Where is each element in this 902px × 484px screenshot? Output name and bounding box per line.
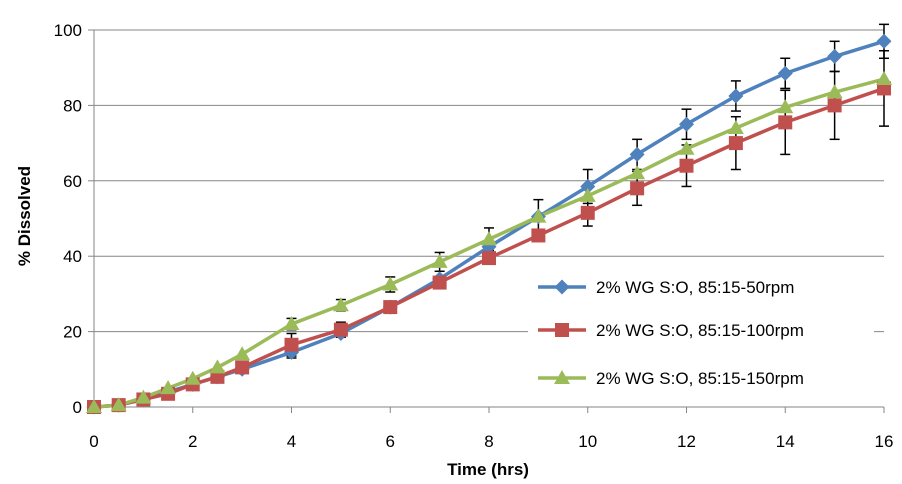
data-point-s2-p8 [332,297,349,312]
data-point-s1-p11 [482,251,496,266]
x-tick-label-0: 0 [89,432,98,451]
y-tick-label-3: 60 [63,172,82,191]
data-point-s2-p18 [826,84,843,99]
data-point-s1-p6 [235,360,250,375]
data-point-s1-p16 [728,136,743,151]
data-point-s2-p11 [481,231,497,246]
legend-marker-0 [554,279,570,295]
data-point-s1-p18 [827,98,842,113]
data-point-s1-p9 [383,300,398,315]
data-point-s0-p14 [629,146,645,162]
series-line-2 [93,77,885,409]
data-point-s2-p5 [209,359,226,374]
y-tick-labels: 0 20 40 60 80 100 [54,21,82,417]
x-tick-labels: 0 2 4 6 8 10 12 14 16 [89,432,893,451]
data-point-s2-p1 [110,397,127,412]
data-point-s2-p7 [283,316,300,331]
y-tick-label-4: 80 [63,96,82,115]
y-axis-title: % Dissolved [15,166,34,266]
legend: 2% WG S:O, 85:15-50rpm 2% WG S:O, 85:15-1… [528,267,874,398]
x-tick-label-5: 10 [578,432,597,451]
x-tick-label-3: 6 [386,432,395,451]
legend-marker-2 [554,370,570,384]
x-tick-label-2: 4 [287,432,296,451]
y-tick-label-0: 0 [73,398,82,417]
data-point-s2-p13 [579,187,596,202]
y-tick-label-2: 40 [63,247,82,266]
legend-marker-1 [555,323,569,337]
data-point-s2-p19 [876,71,892,86]
data-point-s2-p3 [160,380,177,395]
x-tick-label-4: 8 [484,432,493,451]
data-point-s2-p9 [382,276,399,291]
y-tick-label-5: 100 [54,21,82,40]
data-point-s0-p17 [777,65,793,81]
data-point-s1-p15 [679,158,694,173]
data-point-s1-p17 [778,115,793,130]
data-point-s2-p15 [678,140,695,155]
data-point-s1-p10 [432,275,447,290]
y-tick-label-1: 20 [63,323,82,342]
data-point-s2-p17 [777,99,794,114]
x-tick-label-7: 14 [776,432,795,451]
series-markers [86,33,892,415]
data-point-s0-p13 [580,178,596,194]
data-point-s0-p18 [827,48,843,64]
data-point-s1-p13 [580,205,595,220]
legend-label-0: 2% WG S:O, 85:15-50rpm [596,278,794,297]
data-point-s1-p12 [531,228,546,243]
data-point-s1-p7 [284,337,299,352]
data-point-s2-p16 [727,120,744,135]
data-point-s2-p12 [530,208,547,223]
data-point-s1-p8 [333,322,348,337]
x-axis-title: Time (hrs) [447,460,529,479]
x-tick-label-1: 2 [188,432,197,451]
data-point-s0-p19 [876,33,892,49]
data-point-s2-p6 [234,346,251,361]
data-point-s0-p15 [679,116,694,132]
data-point-s2-p2 [135,389,152,404]
legend-label-1: 2% WG S:O, 85:15-100rpm [596,321,804,340]
data-point-s2-p0 [86,399,102,413]
data-point-s2-p14 [629,165,646,180]
data-point-s1-p14 [630,181,645,196]
data-point-s2-p10 [431,253,448,268]
legend-label-2: 2% WG S:O, 85:15-150rpm [596,369,804,388]
x-tick-label-8: 16 [875,432,894,451]
x-tick-label-6: 12 [677,432,696,451]
data-point-s0-p16 [728,88,744,104]
data-point-s2-p4 [184,370,201,385]
